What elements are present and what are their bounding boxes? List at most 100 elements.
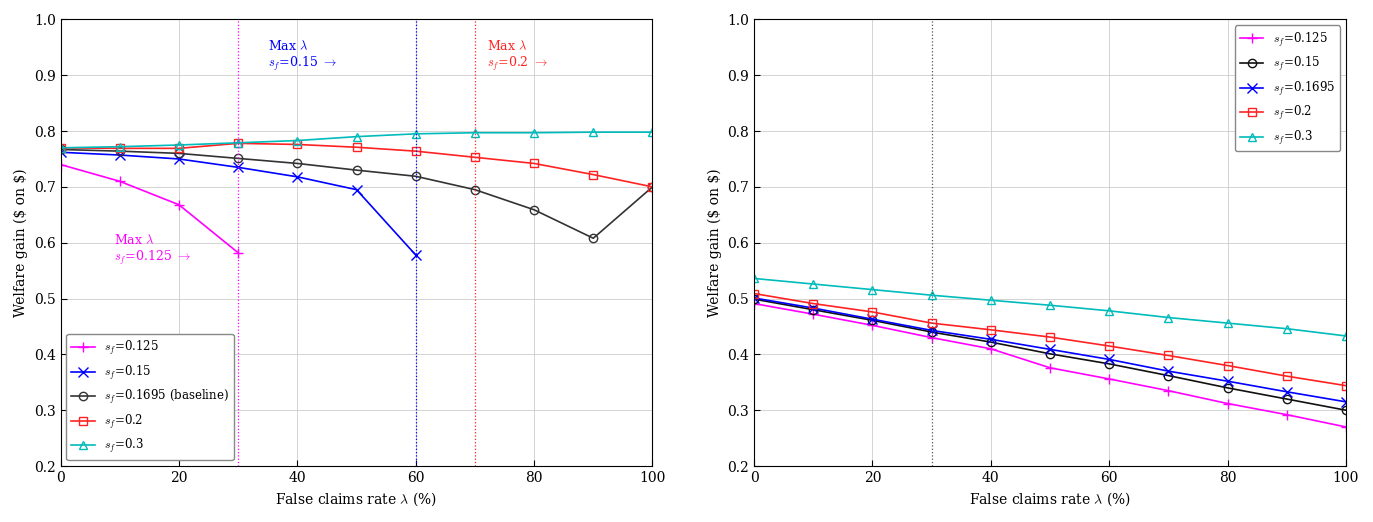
$s_f$=0.3	[1101, 307, 1118, 314]
$s_f$=0.1695 (baseline)	[644, 184, 660, 190]
$s_f$=0.1695	[805, 305, 821, 311]
$s_f$=0.125	[1101, 376, 1118, 382]
$s_f$=0.2	[408, 148, 424, 155]
$s_f$=0.15	[1278, 396, 1295, 402]
$s_f$=0.1695	[746, 295, 762, 301]
$s_f$=0.3	[290, 137, 306, 144]
$s_f$=0.2	[229, 140, 246, 147]
$s_f$=0.2	[644, 184, 660, 190]
$s_f$=0.3	[1219, 320, 1236, 326]
$s_f$=0.15	[1219, 385, 1236, 391]
$s_f$=0.1695 (baseline)	[52, 146, 69, 152]
Y-axis label: Welfare gain (\$ on \$): Welfare gain (\$ on \$)	[14, 169, 29, 317]
$s_f$=0.1695	[1278, 389, 1295, 395]
$s_f$=0.1695 (baseline)	[408, 173, 424, 180]
Legend: $s_f$=0.125, $s_f$=0.15, $s_f$=0.1695, $s_f$=0.2, $s_f$=0.3: $s_f$=0.125, $s_f$=0.15, $s_f$=0.1695, $…	[1236, 25, 1340, 151]
$s_f$=0.3	[864, 287, 880, 293]
$s_f$=0.3	[805, 281, 821, 287]
Text: Max $\lambda$
$s_f$=0.15 $\rightarrow$: Max $\lambda$ $s_f$=0.15 $\rightarrow$	[268, 39, 336, 73]
$s_f$=0.2	[467, 154, 483, 160]
$s_f$=0.15	[229, 164, 246, 171]
$s_f$=0.3	[349, 134, 365, 140]
Line: $s_f$=0.15: $s_f$=0.15	[56, 147, 420, 260]
$s_f$=0.125	[983, 346, 1000, 352]
$s_f$=0.3	[746, 275, 762, 281]
$s_f$=0.3	[52, 145, 69, 151]
$s_f$=0.2	[983, 327, 1000, 333]
$s_f$=0.15	[111, 152, 128, 158]
$s_f$=0.1695 (baseline)	[467, 186, 483, 193]
$s_f$=0.2	[1160, 352, 1177, 359]
$s_f$=0.1695 (baseline)	[111, 148, 128, 155]
$s_f$=0.125	[1219, 400, 1236, 407]
$s_f$=0.2	[526, 160, 542, 167]
Legend: $s_f$=0.125, $s_f$=0.15, $s_f$=0.1695 (baseline), $s_f$=0.2, $s_f$=0.3: $s_f$=0.125, $s_f$=0.15, $s_f$=0.1695 (b…	[66, 334, 233, 460]
$s_f$=0.15	[1042, 351, 1059, 357]
$s_f$=0.15	[1101, 361, 1118, 367]
$s_f$=0.1695 (baseline)	[229, 155, 246, 161]
$s_f$=0.15	[52, 149, 69, 156]
$s_f$=0.1695	[864, 316, 880, 322]
Y-axis label: Welfare gain (\$ on \$): Welfare gain (\$ on \$)	[707, 169, 722, 317]
$s_f$=0.3	[111, 144, 128, 150]
X-axis label: False claims rate $\lambda$ (%): False claims rate $\lambda$ (%)	[969, 491, 1131, 508]
$s_f$=0.2	[585, 171, 601, 177]
Line: $s_f$=0.3: $s_f$=0.3	[750, 274, 1350, 340]
$s_f$=0.1695 (baseline)	[585, 235, 601, 241]
$s_f$=0.2	[746, 290, 762, 296]
Line: $s_f$=0.1695 (baseline): $s_f$=0.1695 (baseline)	[56, 145, 656, 242]
$s_f$=0.1695	[983, 336, 1000, 342]
$s_f$=0.125	[111, 178, 128, 184]
$s_f$=0.15	[290, 174, 306, 180]
Line: $s_f$=0.3: $s_f$=0.3	[56, 128, 656, 152]
$s_f$=0.125	[1278, 411, 1295, 418]
$s_f$=0.2	[290, 141, 306, 148]
$s_f$=0.3	[644, 129, 660, 135]
$s_f$=0.125	[746, 301, 762, 307]
$s_f$=0.3	[1278, 326, 1295, 332]
$s_f$=0.125	[170, 201, 187, 208]
$s_f$=0.1695	[1160, 368, 1177, 374]
$s_f$=0.125	[805, 311, 821, 317]
$s_f$=0.15	[924, 329, 941, 335]
$s_f$=0.15	[408, 252, 424, 258]
$s_f$=0.3	[924, 292, 941, 299]
$s_f$=0.3	[170, 142, 187, 148]
$s_f$=0.2	[805, 301, 821, 307]
$s_f$=0.2	[1101, 343, 1118, 349]
Line: $s_f$=0.125: $s_f$=0.125	[750, 299, 1351, 432]
$s_f$=0.125	[1337, 424, 1354, 430]
$s_f$=0.125	[229, 250, 246, 256]
$s_f$=0.2	[1337, 383, 1354, 389]
$s_f$=0.1695 (baseline)	[290, 160, 306, 167]
$s_f$=0.125	[864, 322, 880, 328]
$s_f$=0.125	[924, 335, 941, 341]
Line: $s_f$=0.1695: $s_f$=0.1695	[750, 293, 1351, 407]
$s_f$=0.125	[1160, 387, 1177, 394]
$s_f$=0.2	[111, 145, 128, 151]
$s_f$=0.2	[1219, 362, 1236, 369]
$s_f$=0.2	[924, 320, 941, 326]
$s_f$=0.15	[983, 339, 1000, 345]
$s_f$=0.3	[408, 130, 424, 137]
$s_f$=0.1695 (baseline)	[526, 207, 542, 213]
$s_f$=0.15	[1337, 407, 1354, 413]
$s_f$=0.2	[52, 145, 69, 151]
$s_f$=0.1695	[1219, 378, 1236, 384]
$s_f$=0.15	[349, 186, 365, 193]
$s_f$=0.1695	[1337, 399, 1354, 405]
Line: $s_f$=0.15: $s_f$=0.15	[750, 295, 1350, 414]
$s_f$=0.15	[1160, 373, 1177, 379]
$s_f$=0.15	[805, 306, 821, 313]
$s_f$=0.15	[170, 156, 187, 162]
Line: $s_f$=0.2: $s_f$=0.2	[750, 289, 1350, 390]
$s_f$=0.3	[1042, 302, 1059, 309]
$s_f$=0.2	[349, 144, 365, 150]
$s_f$=0.2	[1278, 373, 1295, 379]
$s_f$=0.3	[1337, 333, 1354, 339]
$s_f$=0.1695 (baseline)	[170, 150, 187, 157]
$s_f$=0.125	[1042, 365, 1059, 371]
$s_f$=0.3	[526, 129, 542, 136]
$s_f$=0.2	[1042, 334, 1059, 340]
$s_f$=0.3	[1160, 314, 1177, 321]
